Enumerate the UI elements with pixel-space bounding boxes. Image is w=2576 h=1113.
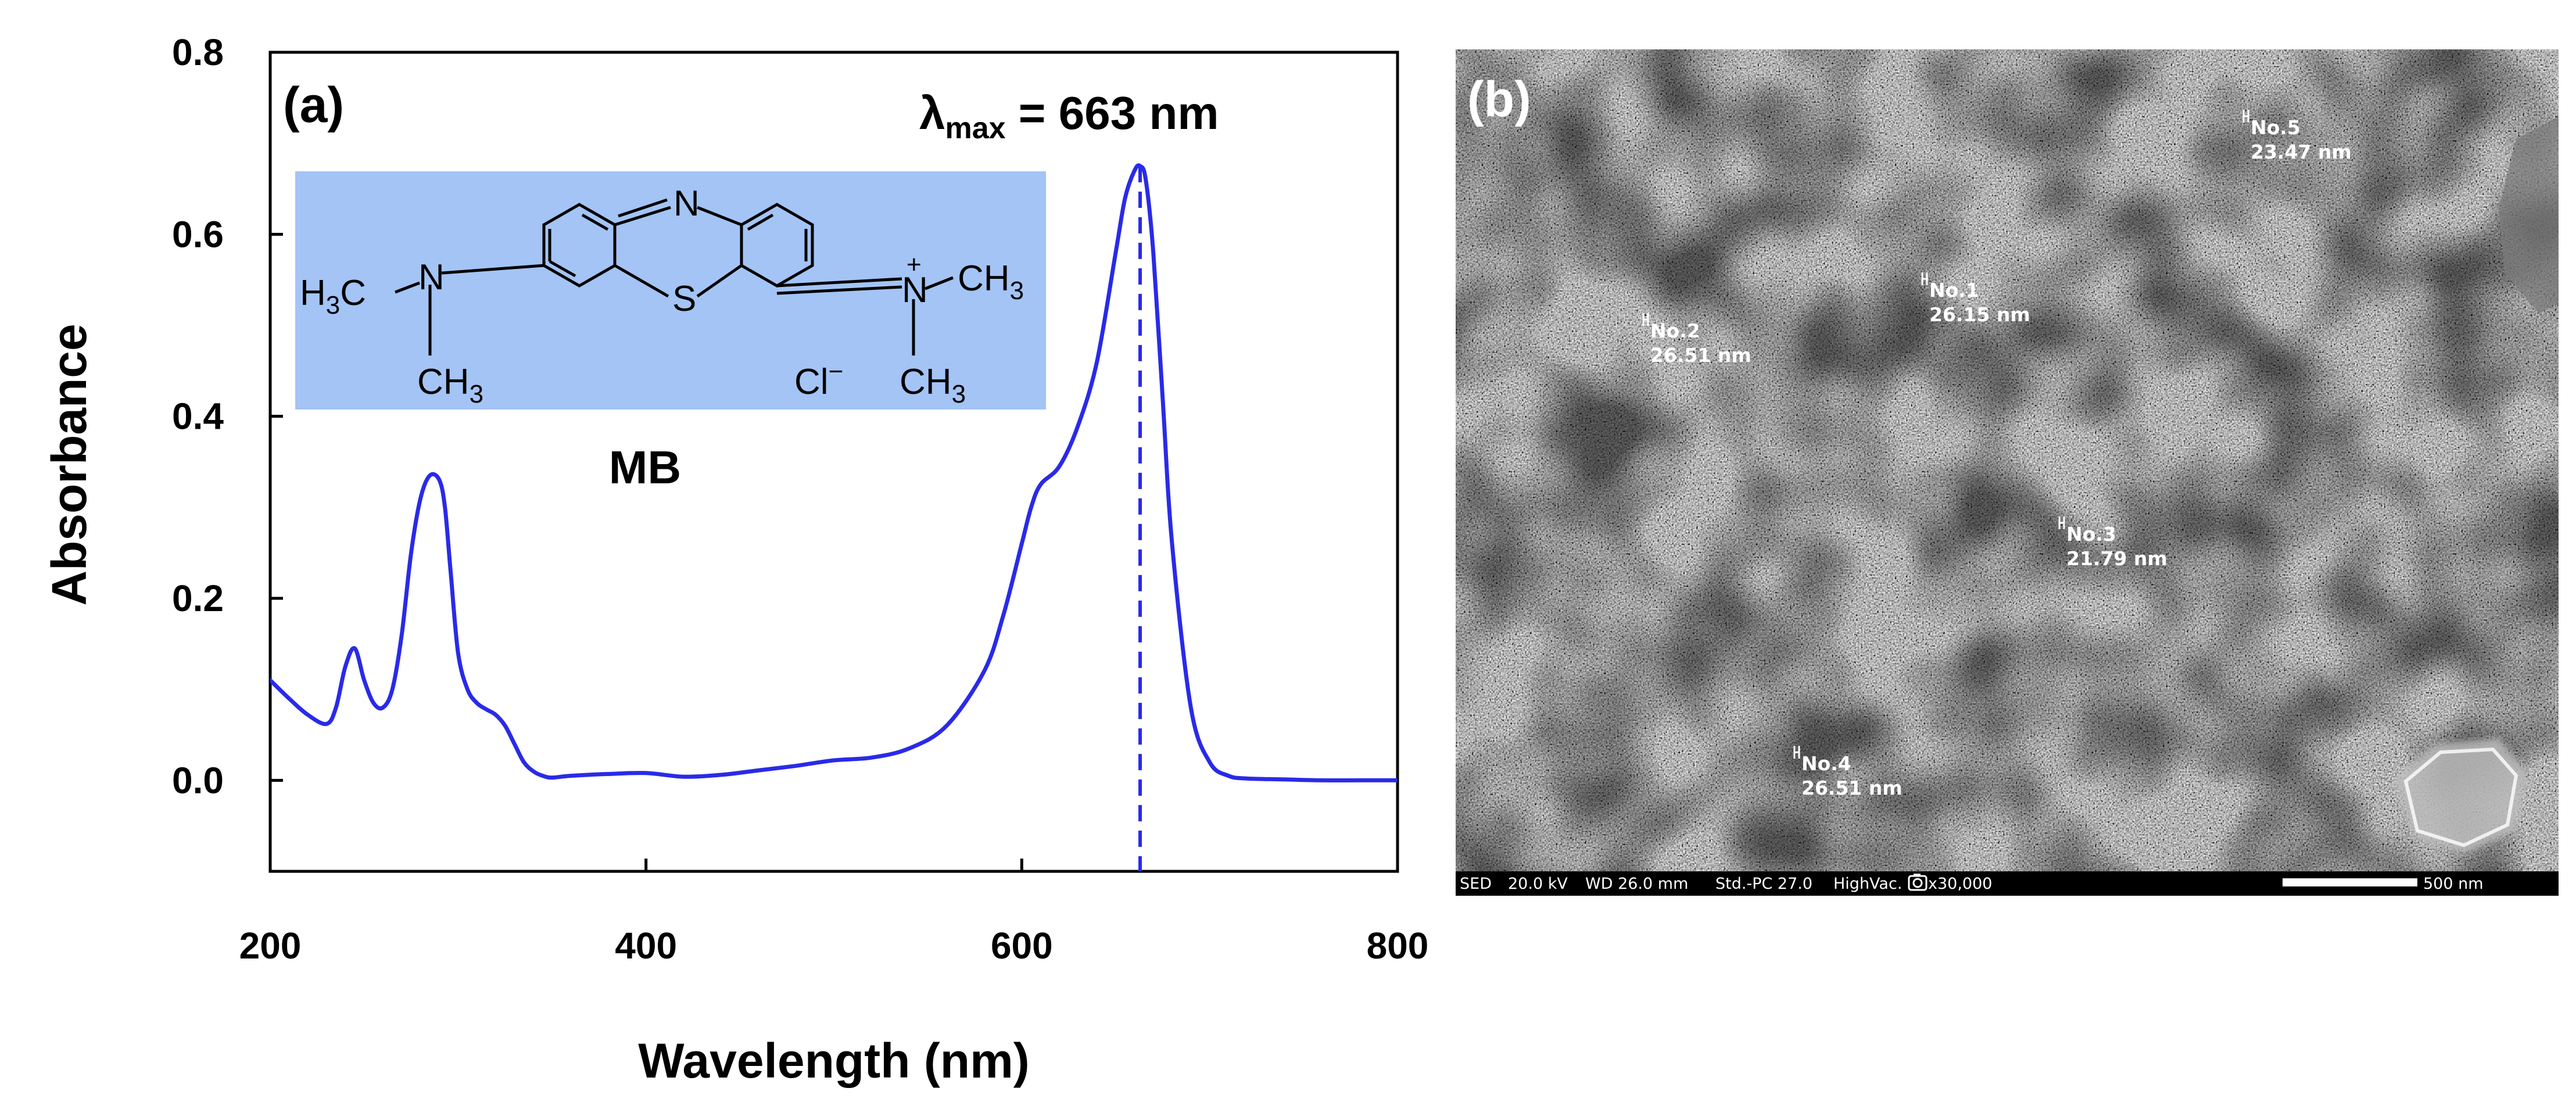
sem-measurement-5: No.523.47 nm: [2242, 110, 2352, 163]
ch3-right-top: CH3: [958, 258, 1024, 305]
y-tick-label: 0.4: [172, 396, 224, 437]
sem-bright-crystal-right: [2499, 116, 2559, 314]
y-tick-label: 0.8: [172, 31, 224, 73]
measurement-id: No.3: [2066, 523, 2116, 545]
sem-info-bar-text: SED 20.0 kV WD 26.0 mm Std.-PC 27.0 High…: [1460, 874, 2484, 893]
h3c-left: H3C: [300, 273, 366, 319]
sem-measurement-1: No.126.15 nm: [1921, 272, 2030, 326]
x-axis-title: Wavelength (nm): [638, 1033, 1030, 1088]
y-tick-label: 0.2: [172, 577, 224, 619]
atom-n-left: N: [418, 257, 445, 297]
lambda-rest: = 663 nm: [1006, 87, 1219, 139]
sem-detector: SED: [1460, 875, 1492, 893]
measurement-marker: [2242, 110, 2249, 123]
measurement-marker: [2058, 516, 2065, 529]
x-tick-label: 600: [991, 925, 1053, 967]
sem-std: Std.-PC 27.0: [1715, 875, 1812, 893]
y-tick-label: 0.6: [172, 213, 224, 255]
panel-b-label: (b): [1467, 71, 1531, 127]
panel-a-chart: 200 400 600 800 0.0 0.2 0.4 0.6 0.8 Wavelength (…: [42, 31, 1428, 1088]
sem-crystal-edge: [2403, 747, 2518, 848]
axis-ticks: [268, 51, 1399, 871]
structure-box: [295, 171, 1046, 410]
sem-magnification: x30,000: [1928, 875, 1992, 893]
measurement-value: 23.47 nm: [2251, 141, 2352, 163]
sem-dark-regions: [1456, 49, 2559, 871]
mb-structure-inset: N S N N + H3C CH3 CH3 CH3 Cl−: [295, 171, 1046, 410]
sem-scale-label: 500 nm: [2423, 875, 2484, 893]
plot-frame: [268, 51, 1399, 873]
panel-a-label: (a): [283, 77, 344, 133]
measurement-marker: [1921, 272, 1928, 285]
sem-measurement-2: No.226.51 nm: [1642, 313, 1751, 367]
ch3-left-bottom: CH3: [417, 362, 483, 408]
measurement-id: No.1: [1929, 279, 1979, 301]
chloride-ion: Cl−: [794, 357, 843, 402]
series-line-mb-absorbance: [270, 163, 1398, 782]
lambda-subscript: max: [945, 112, 1006, 145]
measurement-value: 26.51 nm: [1801, 777, 1903, 799]
camera-icon: [1908, 874, 1927, 891]
structure-bonds: [395, 198, 954, 356]
measurement-marker: [1642, 313, 1649, 326]
measurement-value: 26.15 nm: [1929, 303, 2030, 326]
measurement-id: No.5: [2251, 116, 2301, 139]
measurement-value: 26.51 nm: [1650, 344, 1751, 367]
lambda-max-annotation: λmax = 663 nm: [919, 87, 1219, 145]
y-axis-title: Absorbance: [42, 324, 96, 605]
y-tick-label: 0.0: [172, 759, 224, 801]
ch3-right-bottom: CH3: [900, 362, 966, 408]
sem-wd: WD 26.0 mm: [1585, 875, 1688, 893]
sem-measurement-4: No.426.51 nm: [1793, 746, 1903, 799]
sem-scale-bar: [2283, 878, 2417, 886]
measurement-value: 21.79 nm: [2066, 547, 2167, 570]
sem-measurement-3: No.321.79 nm: [2058, 516, 2167, 570]
atom-n-plus: +: [907, 250, 922, 279]
measurement-marker: [1793, 746, 1800, 759]
atom-s: S: [672, 279, 696, 319]
measurement-id: No.2: [1650, 319, 1700, 342]
lambda-symbol: λ: [919, 87, 945, 139]
sem-bright-crystal-bottom: [2394, 738, 2528, 854]
x-tick-label: 200: [239, 925, 302, 967]
x-tick-label: 800: [1367, 925, 1429, 967]
atom-n-top: N: [673, 184, 700, 224]
atom-n-right: N: [902, 270, 928, 310]
measurement-id: No.4: [1801, 752, 1851, 775]
sem-vacuum: HighVac.: [1833, 875, 1902, 893]
sem-voltage: 20.0 kV: [1508, 875, 1568, 893]
structure-name: MB: [609, 441, 681, 493]
x-tick-label: 400: [615, 925, 677, 967]
tick-labels: 200 400 600 800 0.0 0.2 0.4 0.6 0.8: [172, 31, 1428, 967]
